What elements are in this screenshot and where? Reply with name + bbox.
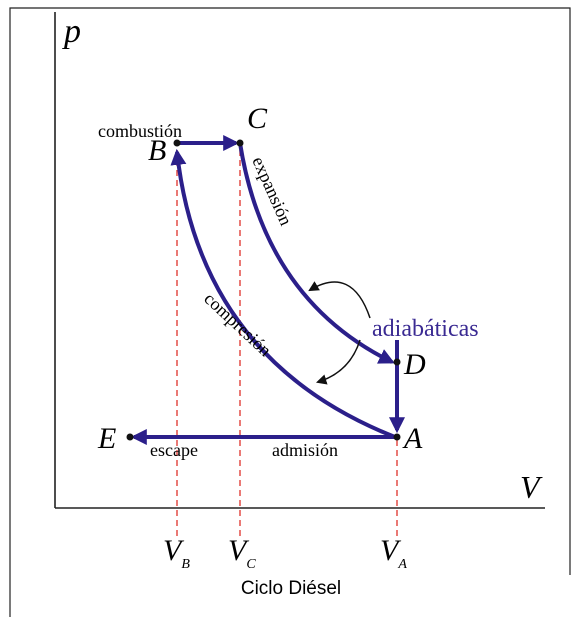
tick-sub: A	[397, 557, 407, 572]
point	[393, 433, 401, 441]
point-label: C	[247, 102, 268, 135]
pointer-arrow	[315, 339, 361, 385]
point	[126, 433, 134, 441]
caption: Ciclo Diésel	[241, 578, 341, 599]
point	[393, 358, 401, 366]
x-axis-label: V	[520, 469, 543, 505]
pointer-arrow	[308, 281, 371, 319]
tick-label: VB	[163, 534, 190, 572]
tick-sub: C	[246, 557, 256, 572]
process-label: escape	[150, 440, 198, 460]
tick-main: V	[163, 534, 185, 567]
tick-main: V	[380, 534, 402, 567]
frame	[9, 7, 571, 617]
tick-label: VA	[380, 534, 407, 572]
point	[236, 139, 244, 147]
tick-label: VC	[228, 534, 256, 572]
tick-sub: B	[181, 557, 190, 572]
process-label: combustión	[98, 121, 182, 141]
process-label: adiabáticas	[372, 316, 479, 342]
tick-main: V	[228, 534, 250, 567]
point-label: E	[97, 422, 116, 455]
expansion-path	[238, 142, 395, 364]
process-label: compresión	[200, 288, 275, 360]
point	[173, 139, 181, 147]
point-label: B	[148, 134, 166, 167]
compression-path	[170, 148, 396, 439]
process-label: expansión	[248, 153, 296, 228]
point-label: D	[403, 348, 426, 381]
point-label: A	[402, 422, 423, 455]
process-label: admisión	[272, 440, 338, 460]
y-axis-label: p	[62, 13, 81, 50]
